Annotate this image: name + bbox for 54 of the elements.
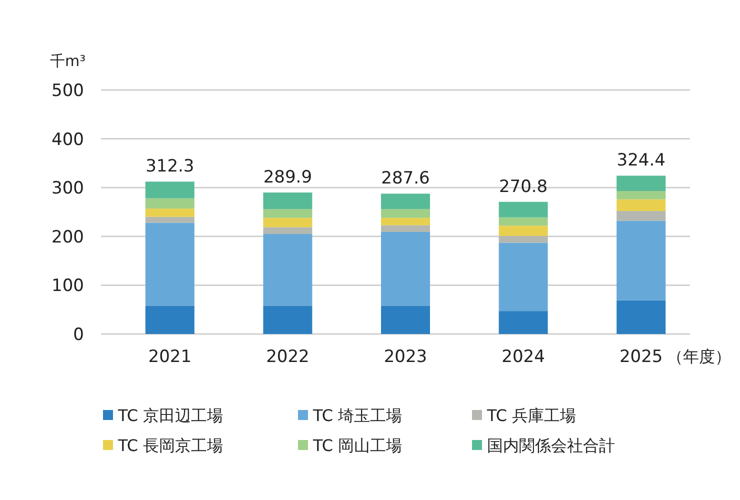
total-label: 287.6 — [381, 168, 430, 189]
y-tick-label: 500 — [52, 81, 84, 101]
bar — [145, 216, 194, 223]
bar — [381, 194, 430, 210]
bar — [381, 218, 430, 226]
bar — [263, 306, 312, 334]
bar — [145, 306, 194, 334]
y-tick-label: 100 — [52, 276, 84, 296]
x-tick-label: 2021 — [148, 347, 192, 367]
y-tick-label: 300 — [52, 178, 84, 199]
legend-label: 国内関係会社合計 — [487, 436, 615, 455]
x-tick-label: 2023 — [384, 347, 428, 367]
y-tick-label: 400 — [52, 130, 84, 150]
bar — [616, 300, 666, 334]
bar — [145, 198, 194, 209]
bar — [263, 227, 312, 234]
bar — [616, 176, 666, 192]
bar — [381, 306, 430, 334]
total-label: 324.4 — [616, 150, 666, 171]
total-label: 289.9 — [263, 168, 312, 188]
x-tick-label: 2022 — [266, 347, 310, 367]
bar — [616, 191, 666, 200]
bar — [381, 225, 430, 232]
y-tick-label: 200 — [52, 227, 84, 248]
bar — [263, 209, 312, 218]
bar — [381, 232, 430, 306]
legend-label: TC 長岡京工場 — [117, 436, 224, 455]
bar — [616, 199, 666, 212]
legend-label: TC 兵庫工場 — [486, 406, 576, 425]
bar — [145, 182, 194, 198]
bar — [381, 209, 430, 218]
total-label: 312.3 — [146, 156, 194, 177]
bar — [498, 226, 548, 236]
bar — [498, 202, 548, 218]
legend-label: TC 埼玉工場 — [312, 406, 402, 425]
bar — [145, 222, 194, 306]
x-tick-label: 2024 — [502, 347, 545, 367]
bar — [263, 218, 312, 228]
bar — [498, 311, 548, 334]
legend-label: TC 岡山工場 — [312, 436, 402, 455]
bar — [616, 211, 666, 221]
x-axis-title: （年度） — [667, 347, 732, 366]
bar — [616, 220, 666, 300]
total-label: 270.8 — [498, 176, 548, 197]
y-tick-label: 0 — [73, 325, 84, 345]
bar — [498, 217, 548, 226]
bar — [263, 234, 312, 306]
legend-label: TC 京田辺工場 — [117, 406, 224, 425]
bar — [145, 208, 194, 217]
x-tick-label: 2025 — [619, 347, 663, 367]
bar — [263, 192, 312, 210]
bar — [498, 242, 548, 312]
bar — [498, 236, 548, 243]
y-axis-title: 千m³ — [50, 52, 86, 70]
